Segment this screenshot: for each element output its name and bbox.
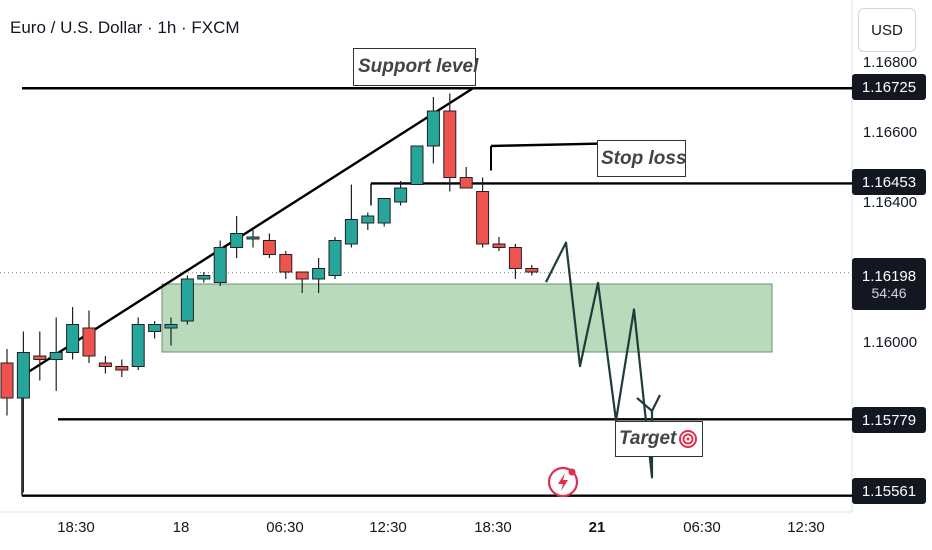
symbol-title[interactable]: Euro / U.S. Dollar · 1h · FXCM — [10, 18, 240, 37]
candle-body — [98, 362, 112, 367]
time-tick-label: 21 — [589, 519, 606, 536]
candle-body — [246, 236, 260, 240]
support-level-text: Support level — [358, 56, 479, 77]
candles — [0, 93, 539, 493]
time-tick-label: 06:30 — [683, 519, 721, 536]
time-tick-label: 18:30 — [474, 519, 512, 536]
candle-body — [476, 191, 490, 245]
candle-body — [377, 198, 391, 224]
price-badge-stop: 1.16453 — [852, 169, 926, 195]
price-tick-label: 1.16600 — [863, 124, 917, 141]
price-tick-label: 1.16800 — [863, 54, 917, 71]
candle-body — [410, 145, 424, 185]
candle-body — [197, 275, 211, 280]
ascending-trendline — [21, 87, 474, 377]
target-text: Target — [619, 428, 677, 449]
candle-body — [344, 219, 358, 245]
candle-body — [16, 352, 30, 399]
candle-body — [525, 268, 539, 273]
current-price-value: 1.16198 — [861, 267, 917, 285]
price-badge-resistance: 1.16725 — [852, 74, 926, 100]
lightning-logo-icon — [547, 466, 579, 498]
currency-button[interactable]: USD — [858, 8, 916, 52]
candle-body — [49, 352, 63, 360]
demand-zone — [161, 283, 773, 353]
candle-body — [508, 247, 522, 269]
price-tick-label: 1.16000 — [863, 334, 917, 351]
candle-body — [82, 327, 96, 357]
candle-body — [426, 110, 440, 147]
price-badge-target: 1.15779 — [852, 407, 926, 433]
price-badge-bottom: 1.15561 — [852, 478, 926, 504]
price-tick-label: 1.16400 — [863, 194, 917, 211]
support-level-label: Support level — [353, 48, 479, 86]
candle-body — [328, 240, 342, 276]
target-icon — [679, 430, 698, 448]
time-tick-label: 12:30 — [787, 519, 825, 536]
candle-body — [459, 177, 473, 189]
time-tick-label: 06:30 — [266, 519, 304, 536]
stop-loss-label: Stop loss — [597, 140, 687, 177]
candle-body — [295, 271, 309, 280]
candle-body — [262, 240, 276, 255]
candle-body — [213, 247, 227, 283]
candle-body — [148, 324, 162, 332]
candle-body — [492, 243, 506, 248]
candle-body — [0, 362, 14, 399]
candle-body — [312, 268, 326, 280]
stop-loss-text: Stop loss — [601, 147, 687, 169]
candle-body — [361, 215, 375, 224]
candle-body — [230, 233, 244, 248]
bar-countdown: 54:46 — [871, 284, 907, 301]
candle-body — [443, 110, 457, 178]
candle-body — [164, 324, 178, 329]
axes: 1.16800 1.16600 1.16400 1.16000 18:30 18 06:30… — [57, 54, 917, 536]
candle-body — [279, 254, 293, 273]
time-tick-label: 18 — [173, 519, 190, 536]
projected-path-arrowhead — [636, 394, 661, 413]
candle-body — [115, 366, 129, 371]
candle-body — [131, 324, 145, 367]
candle-body — [66, 324, 80, 353]
target-label: Target — [615, 421, 703, 457]
time-tick-label: 18:30 — [57, 519, 95, 536]
time-tick-label: 12:30 — [369, 519, 407, 536]
candle-body — [33, 355, 47, 360]
candle-body — [394, 187, 408, 203]
price-badge-current: 1.16198 54:46 — [852, 258, 926, 310]
candle-body — [180, 278, 194, 322]
